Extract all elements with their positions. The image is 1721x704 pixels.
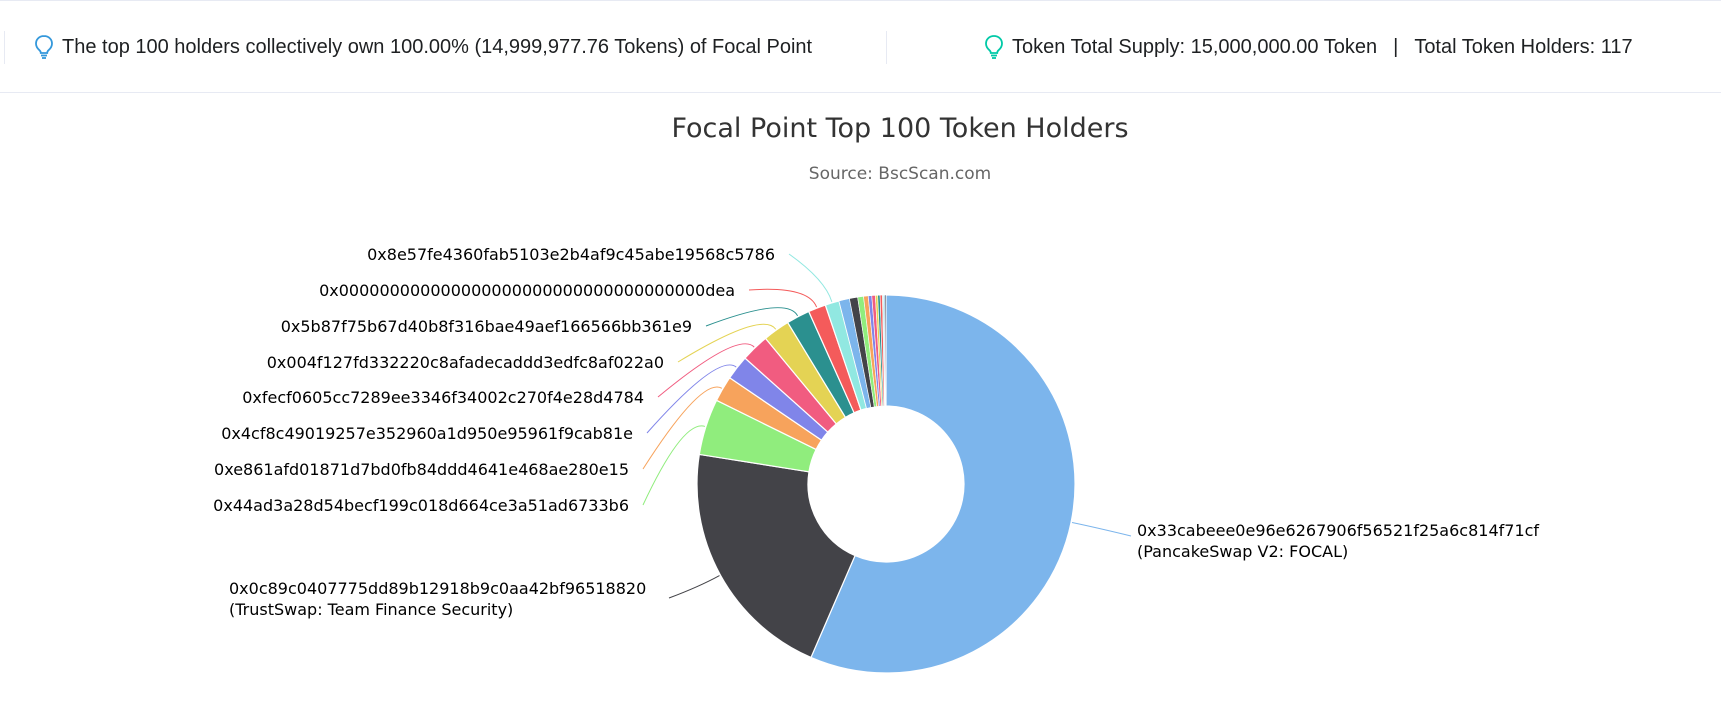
connector-line (1071, 522, 1132, 537)
slice-label-0x5b87f75b67d40b8f316bae49aef166566bb361e9: 0x5b87f75b67d40b8f316bae49aef166566bb361… (281, 317, 692, 336)
center-divider (886, 31, 887, 64)
slice-address: 0x33cabeee0e96e6267906f56521f25a6c814f71… (1137, 521, 1539, 540)
total-supply-text: Token Total Supply: 15,000,000.00 Token (1012, 35, 1378, 58)
connector-line (788, 253, 833, 303)
donut-slices (696, 294, 1076, 674)
lightbulb-icon (985, 35, 1003, 59)
slice-address: 0x5b87f75b67d40b8f316bae49aef166566bb361… (281, 317, 692, 336)
slice-address: 0xfecf0605cc7289ee3346f34002c270f4e28d47… (242, 388, 644, 407)
top-holders-text: The top 100 holders collectively own 100… (62, 35, 813, 58)
slice-label-0x8e57fe4360fab5103e2b4af9c45abe19568c5786: 0x8e57fe4360fab5103e2b4af9c45abe19568c57… (367, 245, 775, 264)
slice-minor-holder[interactable] (884, 294, 887, 407)
slice-0x0c89c0407775dd89b12918b9c0aa42bf96518820[interactable] (696, 453, 856, 659)
lightbulb-icon (35, 35, 53, 59)
slice-address: 0x4cf8c49019257e352960a1d950e95961f9cab8… (221, 424, 633, 443)
connector-line (642, 386, 723, 470)
slice-label-0x0c89c0407775dd89b12918b9c0aa42bf96518820: 0x0c89c0407775dd89b12918b9c0aa42bf965188… (229, 579, 646, 619)
slice-tag: (TrustSwap: Team Finance Security) (229, 600, 513, 619)
slice-label-0x33cabeee0e96e6267906f56521f25a6c814f71cf: 0x33cabeee0e96e6267906f56521f25a6c814f71… (1137, 521, 1539, 561)
chart-title: Focal Point Top 100 Token Holders (671, 113, 1128, 144)
supply-summary: Token Total Supply: 15,000,000.00 Token … (984, 34, 1633, 60)
slice-label-0xfecf0605cc7289ee3346f34002c270f4e28d4784: 0xfecf0605cc7289ee3346f34002c270f4e28d47… (242, 388, 644, 407)
connector-line (642, 425, 706, 506)
connector-line (646, 364, 737, 434)
top-holders-summary: The top 100 holders collectively own 100… (34, 34, 812, 60)
slice-label-0xe861afd01871d7bd0fb84ddd4641e468ae280e15: 0xe861afd01871d7bd0fb84ddd4641e468ae280e… (214, 460, 629, 479)
slice-label-0x44ad3a28d54becf199c018d664ce3a51ad6733b6: 0x44ad3a28d54becf199c018d664ce3a51ad6733… (213, 496, 629, 515)
slice-tag: (PancakeSwap V2: FOCAL) (1137, 542, 1348, 561)
slice-address: 0x8e57fe4360fab5103e2b4af9c45abe19568c57… (367, 245, 775, 264)
holders-donut-chart: Focal Point Top 100 Token Holders Source… (213, 113, 1539, 674)
slice-address: 0x004f127fd332220c8afadecaddd3edfc8af022… (267, 353, 664, 372)
slice-labels: 0x33cabeee0e96e6267906f56521f25a6c814f71… (213, 245, 1539, 619)
holders-chart: Focal Point Top 100 Token Holders Source… (0, 93, 1721, 699)
slice-address: 0xe861afd01871d7bd0fb84ddd4641e468ae280e… (214, 460, 629, 479)
separator-pipe: | (1393, 35, 1399, 58)
label-connectors (642, 253, 1132, 599)
connector-line (748, 288, 818, 308)
connector-line (657, 343, 755, 398)
left-divider (4, 31, 5, 64)
slice-label-0x000000000000000000000000000000000000dea: 0x000000000000000000000000000000000000de… (319, 281, 735, 300)
holders-summary-bar: The top 100 holders collectively own 100… (0, 0, 1721, 93)
slice-0x33cabeee0e96e6267906f56521f25a6c814f71cf[interactable] (810, 294, 1076, 674)
slice-address: 0x44ad3a28d54becf199c018d664ce3a51ad6733… (213, 496, 629, 515)
total-holders-text: Total Token Holders: 117 (1414, 35, 1633, 58)
slice-label-0x4cf8c49019257e352960a1d950e95961f9cab81e: 0x4cf8c49019257e352960a1d950e95961f9cab8… (221, 424, 633, 443)
slice-label-0x004f127fd332220c8afadecaddd3edfc8af022a0: 0x004f127fd332220c8afadecaddd3edfc8af022… (267, 353, 664, 372)
connector-line (705, 307, 799, 327)
slice-address: 0x000000000000000000000000000000000000de… (319, 281, 735, 300)
connector-line (677, 323, 777, 363)
slice-address: 0x0c89c0407775dd89b12918b9c0aa42bf965188… (229, 579, 646, 598)
connector-line (668, 575, 720, 599)
chart-subtitle: Source: BscScan.com (809, 164, 991, 184)
